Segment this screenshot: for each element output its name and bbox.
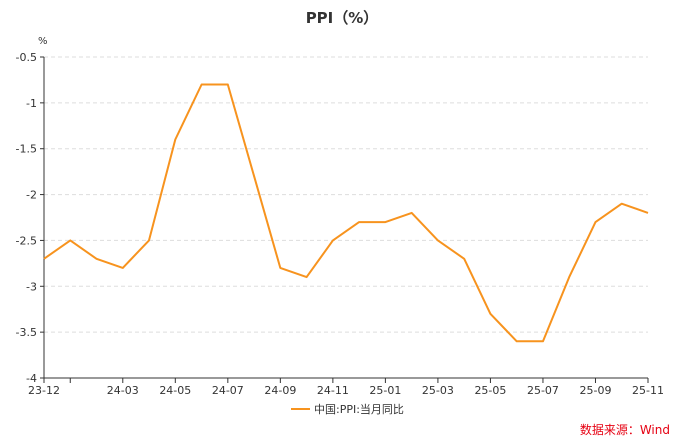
data-point <box>174 139 176 141</box>
x-tick-label: 25-07 <box>527 384 559 397</box>
x-tick-label: 24-07 <box>212 384 244 397</box>
data-point <box>279 267 281 269</box>
legend-label: 中国:PPI:当月同比 <box>314 402 404 416</box>
data-point <box>201 84 203 86</box>
y-tick-label: -3 <box>26 280 37 293</box>
data-point <box>384 221 386 223</box>
gridlines <box>44 56 648 333</box>
y-tick-label: -3.5 <box>16 326 37 339</box>
y-tick-label: -0.5 <box>16 51 37 64</box>
data-point <box>489 313 491 315</box>
data-point <box>227 84 229 86</box>
x-tick-label: 24-09 <box>264 384 296 397</box>
data-point <box>463 258 465 260</box>
data-point <box>516 340 518 342</box>
y-unit-label: % <box>38 36 48 47</box>
y-tick-label: -2 <box>26 189 37 202</box>
x-tick-label: 24-05 <box>159 384 191 397</box>
data-point <box>96 258 98 260</box>
series-line <box>43 83 649 343</box>
chart-title: PPI（%） <box>306 9 379 27</box>
data-point <box>437 239 439 241</box>
x-tick-label: 25-11 <box>632 384 664 397</box>
y-axis-ticks: -0.5 -1 -1.5 -2 -2.5 -3 -3.5 -4 <box>16 51 37 385</box>
data-point <box>306 276 308 278</box>
data-source: 数据来源：Wind <box>580 422 670 437</box>
x-tick-label: 25-09 <box>579 384 611 397</box>
x-tick-label: 24-11 <box>317 384 349 397</box>
x-axis-ticks: 23-12 24-03 24-05 24-07 24-09 24-11 25-01 25-03… <box>28 384 664 397</box>
x-tick-label: 25-03 <box>422 384 454 397</box>
y-tick-label: -4 <box>26 372 37 385</box>
y-tick-label: -1 <box>26 97 37 110</box>
data-point <box>69 239 71 241</box>
data-point <box>148 239 150 241</box>
data-point <box>332 239 334 241</box>
data-point <box>411 212 413 214</box>
data-point <box>568 276 570 278</box>
data-point <box>122 267 124 269</box>
x-tick-label: 25-05 <box>474 384 506 397</box>
x-tick-label: 23-12 <box>28 384 60 397</box>
series-layer <box>43 83 649 343</box>
y-tick-label: -1.5 <box>16 143 37 156</box>
data-point <box>542 340 544 342</box>
data-point <box>647 212 649 214</box>
data-point <box>594 221 596 223</box>
axes <box>40 56 649 383</box>
data-point <box>621 203 623 205</box>
data-point <box>358 221 360 223</box>
x-tick-label: 25-01 <box>369 384 401 397</box>
legend[interactable]: 中国:PPI:当月同比 <box>291 402 404 416</box>
data-point <box>253 175 255 177</box>
data-point <box>43 258 45 260</box>
x-tick-label: 24-03 <box>107 384 139 397</box>
y-tick-label: -2.5 <box>16 234 37 247</box>
